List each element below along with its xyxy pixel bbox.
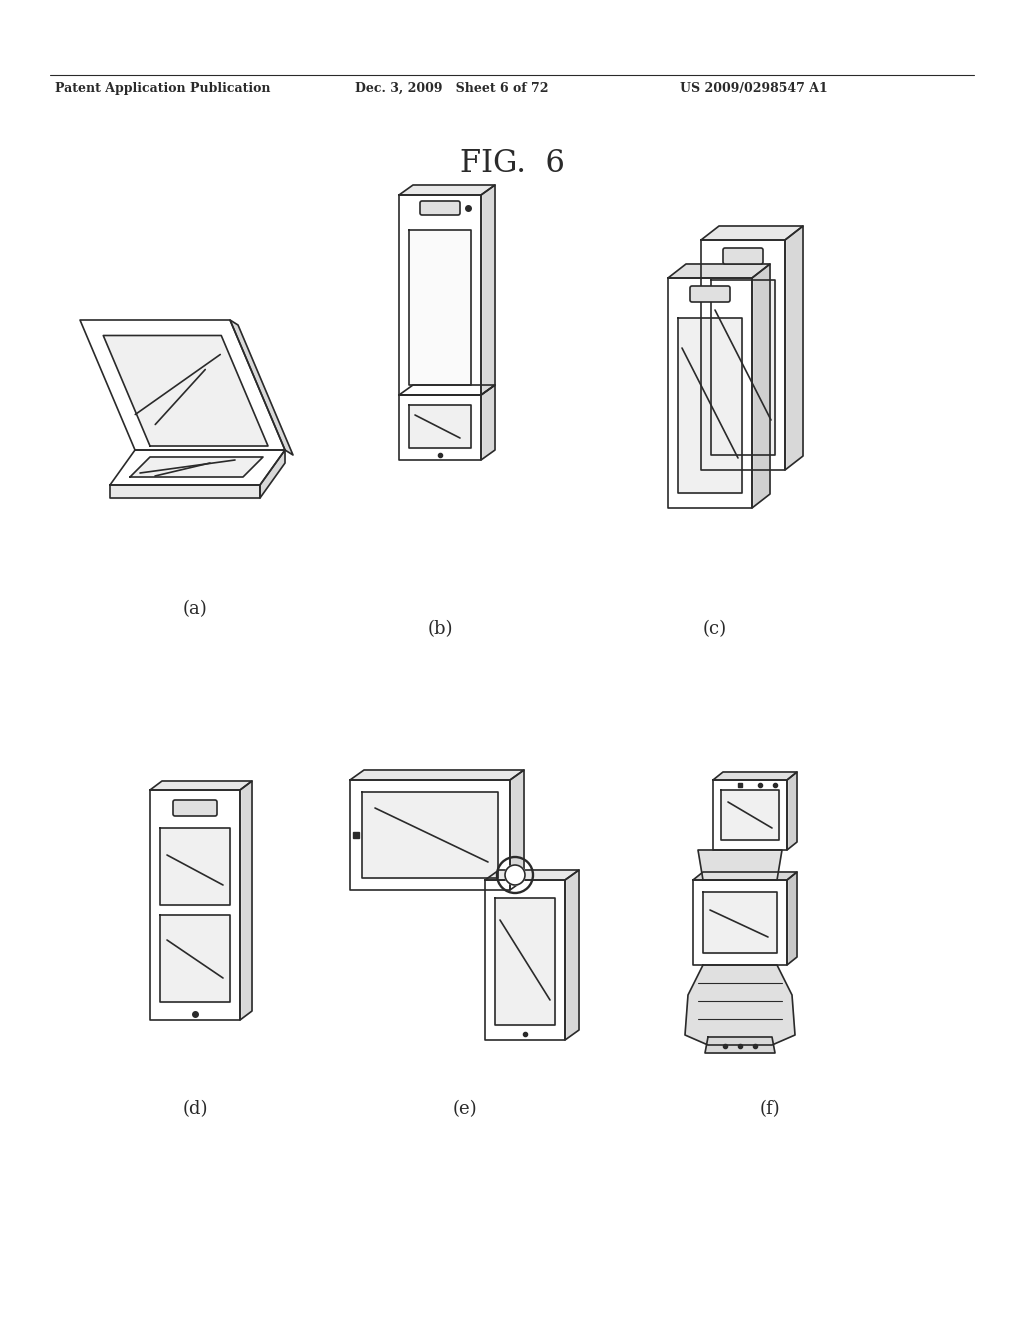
- Polygon shape: [787, 873, 797, 965]
- Polygon shape: [495, 898, 555, 1026]
- Polygon shape: [485, 870, 579, 880]
- Circle shape: [505, 865, 525, 884]
- Polygon shape: [481, 185, 495, 395]
- Polygon shape: [787, 772, 797, 850]
- Polygon shape: [785, 226, 803, 470]
- Polygon shape: [668, 264, 770, 279]
- Text: (e): (e): [453, 1100, 477, 1118]
- Text: Patent Application Publication: Patent Application Publication: [55, 82, 270, 95]
- Polygon shape: [481, 385, 495, 459]
- Text: (c): (c): [702, 620, 727, 638]
- Text: (b): (b): [427, 620, 453, 638]
- Polygon shape: [698, 850, 782, 880]
- Polygon shape: [130, 457, 263, 477]
- Polygon shape: [110, 484, 260, 498]
- Polygon shape: [693, 880, 787, 965]
- Polygon shape: [230, 319, 293, 455]
- Polygon shape: [150, 781, 252, 789]
- Polygon shape: [150, 789, 240, 1020]
- Polygon shape: [350, 770, 524, 780]
- Polygon shape: [510, 770, 524, 890]
- Text: (f): (f): [760, 1100, 780, 1118]
- Text: US 2009/0298547 A1: US 2009/0298547 A1: [680, 82, 827, 95]
- Polygon shape: [240, 781, 252, 1020]
- Polygon shape: [711, 280, 775, 455]
- Polygon shape: [409, 405, 471, 447]
- Polygon shape: [713, 772, 797, 780]
- Polygon shape: [399, 395, 481, 459]
- FancyBboxPatch shape: [690, 286, 730, 302]
- Text: (a): (a): [182, 601, 208, 618]
- Polygon shape: [678, 318, 742, 492]
- Polygon shape: [703, 892, 777, 953]
- Polygon shape: [752, 264, 770, 508]
- Polygon shape: [110, 450, 285, 484]
- Text: Dec. 3, 2009   Sheet 6 of 72: Dec. 3, 2009 Sheet 6 of 72: [355, 82, 549, 95]
- FancyBboxPatch shape: [420, 201, 460, 215]
- Polygon shape: [399, 385, 495, 395]
- Text: FIG.  6: FIG. 6: [460, 148, 564, 180]
- Polygon shape: [685, 965, 795, 1045]
- Polygon shape: [409, 230, 471, 385]
- Polygon shape: [350, 780, 510, 890]
- Polygon shape: [160, 915, 230, 1002]
- FancyBboxPatch shape: [173, 800, 217, 816]
- Polygon shape: [705, 1038, 775, 1053]
- Polygon shape: [668, 279, 752, 508]
- Polygon shape: [399, 195, 481, 395]
- Polygon shape: [721, 789, 779, 840]
- Polygon shape: [260, 450, 285, 498]
- Polygon shape: [160, 828, 230, 906]
- Text: (d): (d): [182, 1100, 208, 1118]
- Polygon shape: [713, 780, 787, 850]
- Polygon shape: [80, 319, 285, 450]
- Polygon shape: [565, 870, 579, 1040]
- Polygon shape: [485, 880, 565, 1040]
- Polygon shape: [362, 792, 498, 878]
- Polygon shape: [103, 335, 268, 446]
- Polygon shape: [701, 226, 803, 240]
- Polygon shape: [693, 873, 797, 880]
- Polygon shape: [701, 240, 785, 470]
- Polygon shape: [399, 185, 495, 195]
- FancyBboxPatch shape: [723, 248, 763, 264]
